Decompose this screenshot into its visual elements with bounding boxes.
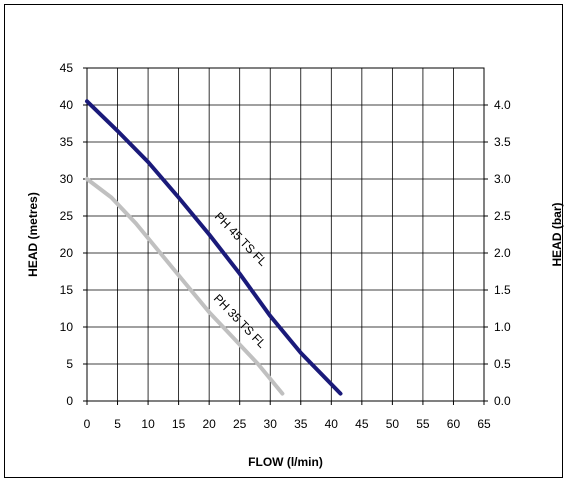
series-line-ph-45-ts-fl (85, 99, 343, 396)
x-tick-label: 60 (447, 417, 461, 431)
x-tick-label: 65 (477, 417, 491, 431)
x-tick-label: 40 (325, 417, 339, 431)
x-tick-label: 10 (141, 417, 155, 431)
x-tick-label: 35 (294, 417, 308, 431)
x-tick-label: 15 (172, 417, 186, 431)
x-tick-label: 50 (386, 417, 400, 431)
y2-tick-label: 3.0 (494, 172, 511, 186)
y2-tick-label: 0.5 (494, 357, 511, 371)
y2-tick-label: 4.0 (494, 98, 511, 112)
y2-axis-ticks: 0.0 0.5 1.0 1.5 2.0 2.5 3.0 3.5 4.0 (484, 98, 511, 408)
x-tick-label: 25 (233, 417, 247, 431)
y-tick-label: 25 (60, 209, 74, 223)
y2-tick-label: 1.5 (494, 283, 511, 297)
y2-tick-label: 2.5 (494, 209, 511, 223)
x-axis-ticks: 0 5 10 15 20 25 30 35 40 45 50 55 60 65 (84, 401, 491, 431)
y-tick-label: 35 (60, 135, 74, 149)
y-tick-label: 10 (60, 320, 74, 334)
y2-tick-label: 2.0 (494, 246, 511, 260)
y2-axis-label: HEAD (bar) (550, 202, 564, 266)
y-tick-label: 40 (60, 98, 74, 112)
series-lines (85, 99, 343, 396)
y2-tick-label: 0.0 (494, 394, 511, 408)
x-tick-label: 20 (202, 417, 216, 431)
y-tick-label: 15 (60, 283, 74, 297)
x-axis-label: FLOW (l/min) (248, 455, 323, 469)
series-line-ph-35-ts-fl (85, 177, 285, 396)
y-tick-label: 20 (60, 246, 74, 260)
x-tick-label: 5 (114, 417, 121, 431)
y-axis-label: HEAD (metres) (26, 192, 40, 277)
x-tick-label: 45 (355, 417, 369, 431)
chart-frame (4, 4, 563, 478)
plot-area (86, 67, 485, 402)
y-tick-label: 0 (66, 394, 73, 408)
x-tick-label: 30 (264, 417, 278, 431)
y-tick-label: 45 (60, 61, 74, 75)
x-tick-label: 55 (416, 417, 430, 431)
x-tick-label: 0 (84, 417, 91, 431)
series-label-ph-45-ts-fl: PH 45 TS FL (212, 209, 270, 269)
y-tick-label: 30 (60, 172, 74, 186)
y-axis-ticks: 0 5 10 15 20 25 30 35 40 45 (60, 61, 87, 408)
y2-tick-label: 1.0 (494, 320, 511, 334)
y-tick-label: 5 (66, 357, 73, 371)
y2-tick-label: 3.5 (494, 135, 511, 149)
